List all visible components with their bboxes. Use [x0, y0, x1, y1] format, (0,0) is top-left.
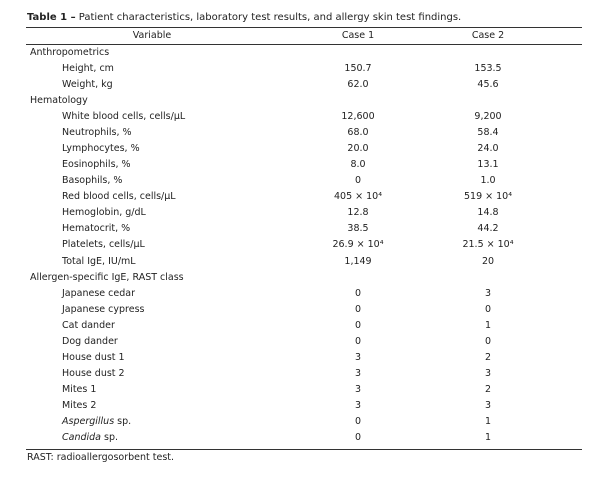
cell: 1,149	[344, 255, 372, 267]
cell: 1	[484, 431, 492, 443]
cell: 1	[484, 415, 492, 427]
row-label: Red blood cells, cells/μL	[62, 191, 176, 203]
cell: 3	[354, 367, 362, 379]
cell: 13.1	[477, 159, 499, 171]
cell: 38.5	[347, 223, 369, 235]
row-label: Dog dander	[62, 335, 118, 347]
row-label: Lymphocytes, %	[62, 143, 140, 155]
cell: 0	[354, 319, 362, 331]
row-label: Mites 2	[62, 399, 97, 411]
cell: 20.0	[347, 143, 369, 155]
cell: 0	[354, 415, 362, 427]
cell: 2	[484, 351, 492, 363]
cell: 12,600	[341, 111, 375, 123]
row-label: White blood cells, cells/μL	[62, 111, 186, 123]
cell: 45.6	[477, 79, 499, 91]
section-label: Hematology	[30, 95, 88, 107]
column-header: Case 2	[471, 30, 505, 41]
top-rule	[26, 27, 582, 28]
row-label: Candida sp.	[62, 432, 118, 444]
cell: 0	[354, 335, 362, 347]
cell: 14.8	[477, 207, 499, 219]
row-label: Total IgE, IU/mL	[62, 255, 136, 267]
cell: 0	[354, 303, 362, 315]
cell: 0	[484, 303, 492, 315]
cell: 0	[484, 335, 492, 347]
cell: 21.5 × 10⁴	[462, 239, 514, 251]
cell: 3	[354, 351, 362, 363]
cell: 44.2	[477, 223, 499, 235]
cell: 68.0	[347, 127, 369, 139]
header-rule	[26, 44, 582, 45]
row-label: Basophils, %	[62, 175, 123, 187]
cell: 12.8	[347, 207, 369, 219]
cell: 405 × 10⁴	[333, 191, 383, 203]
row-label-text: sp.	[114, 415, 132, 427]
column-header: Variable	[132, 30, 172, 41]
cell: 153.5	[474, 63, 502, 75]
column-header: Case 1	[341, 30, 375, 41]
row-label-italic: Candida	[62, 431, 101, 443]
cell: 0	[354, 287, 362, 299]
cell: 3	[354, 399, 362, 411]
cell: 0	[354, 431, 362, 443]
row-label: Neutrophils, %	[62, 127, 132, 139]
row-label: Cat dander	[62, 319, 115, 331]
cell: 26.9 × 10⁴	[332, 239, 384, 251]
cell: 58.4	[477, 127, 499, 139]
row-label-text: sp.	[101, 431, 119, 443]
row-label-italic: Aspergillus	[62, 415, 115, 427]
cell: 8.0	[350, 159, 366, 171]
row-label: Platelets, cells/μL	[62, 239, 145, 251]
cell: 2	[484, 383, 492, 395]
row-label: Height, cm	[62, 63, 114, 75]
row-label: Eosinophils, %	[62, 159, 131, 171]
row-label: Japanese cedar	[62, 287, 135, 299]
row-label: Hematocrit, %	[62, 223, 131, 235]
table-title: Table 1 – Patient characteristics, labor…	[27, 12, 461, 24]
row-label: Aspergillus sp.	[62, 416, 131, 428]
cell: 0	[354, 175, 362, 187]
cell: 20	[481, 255, 495, 267]
cell: 3	[484, 399, 492, 411]
cell: 9,200	[474, 111, 502, 123]
row-label: Weight, kg	[62, 79, 113, 91]
footnote: RAST: radioallergosorbent test.	[27, 452, 175, 463]
cell: 1	[484, 319, 492, 331]
section-label: Allergen-specific IgE, RAST class	[30, 271, 184, 283]
cell: 1.0	[480, 175, 496, 187]
cell: 24.0	[477, 143, 499, 155]
row-label: Hemoglobin, g/dL	[62, 207, 146, 219]
cell: 62.0	[347, 79, 369, 91]
row-label: House dust 2	[62, 367, 125, 379]
cell: 519 × 10⁴	[463, 191, 513, 203]
section-label: Anthropometrics	[30, 47, 110, 58]
cell: 150.7	[344, 63, 372, 75]
row-label: House dust 1	[62, 351, 125, 363]
table-label: Table 1 –	[27, 12, 76, 23]
bottom-rule	[26, 449, 582, 450]
row-label: Japanese cypress	[62, 303, 145, 315]
table-caption: Patient characteristics, laboratory test…	[78, 12, 462, 23]
cell: 3	[484, 287, 492, 299]
row-label: Mites 1	[62, 383, 97, 395]
cell: 3	[354, 383, 362, 395]
cell: 3	[484, 367, 492, 379]
